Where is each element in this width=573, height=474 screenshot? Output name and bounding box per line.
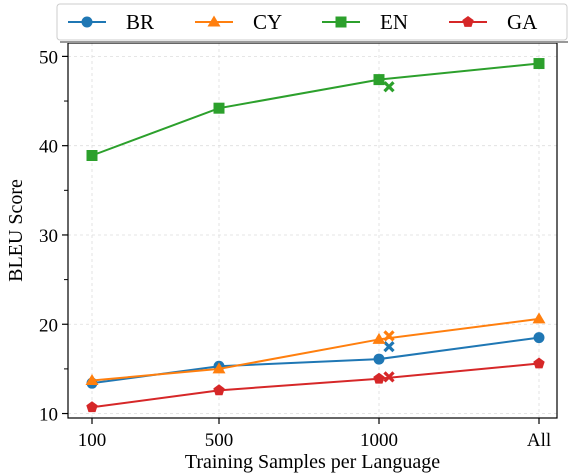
data-point <box>533 58 545 70</box>
series-en <box>86 58 545 161</box>
extra-data-point <box>383 330 395 342</box>
series-cy <box>85 312 546 385</box>
data-point <box>85 374 99 385</box>
legend: BR CY EN GA <box>56 3 568 43</box>
x-axis-title: Training Samples per Language <box>185 451 440 473</box>
series <box>85 58 546 413</box>
x-tick-label: 1000 <box>360 430 398 451</box>
data-point <box>533 357 545 369</box>
legend-marker <box>462 16 474 27</box>
legend-label: GA <box>507 10 538 34</box>
legend-marker <box>335 16 347 28</box>
extra-data-point <box>383 340 395 353</box>
series-line <box>91 336 540 385</box>
legend-label: BR <box>126 10 154 34</box>
data-point <box>373 353 385 365</box>
data-point <box>86 401 98 413</box>
series-line <box>91 317 540 382</box>
legend-marker <box>207 15 221 27</box>
data-point <box>213 102 225 114</box>
axes: 100 500 1000 All 10 20 30 40 50 <box>39 42 558 451</box>
y-axis-title: BLEU Score <box>5 179 27 282</box>
y-tick-label: 30 <box>39 226 58 247</box>
legend-box <box>56 3 568 41</box>
data-point <box>213 384 225 396</box>
series-line <box>91 62 540 157</box>
legend-item-en: EN <box>322 10 408 34</box>
y-tick-label: 20 <box>39 315 58 336</box>
data-point <box>533 332 545 344</box>
x-tick-label: 100 <box>78 430 107 451</box>
legend-item-cy: CY <box>195 10 282 34</box>
series-br <box>86 332 545 389</box>
y-tick-label: 50 <box>39 47 58 68</box>
data-point <box>212 362 226 374</box>
y-tick-label: 40 <box>39 137 58 158</box>
x-tick-label: All <box>527 430 551 451</box>
legend-label: CY <box>253 10 282 34</box>
y-tick-label: 10 <box>39 405 58 426</box>
legend-marker <box>81 16 93 28</box>
data-point <box>532 312 546 324</box>
legend-item-br: BR <box>68 10 154 34</box>
data-point <box>373 372 385 384</box>
data-point <box>373 74 385 86</box>
series-ga <box>86 357 545 413</box>
legend-item-ga: GA <box>449 10 538 34</box>
data-point <box>86 150 98 161</box>
extra-data-point <box>383 371 395 383</box>
series-line <box>91 362 540 409</box>
extra-data-point <box>383 81 395 93</box>
x-tick-label: 500 <box>205 430 234 451</box>
data-point <box>372 332 386 344</box>
legend-label: EN <box>380 10 408 34</box>
